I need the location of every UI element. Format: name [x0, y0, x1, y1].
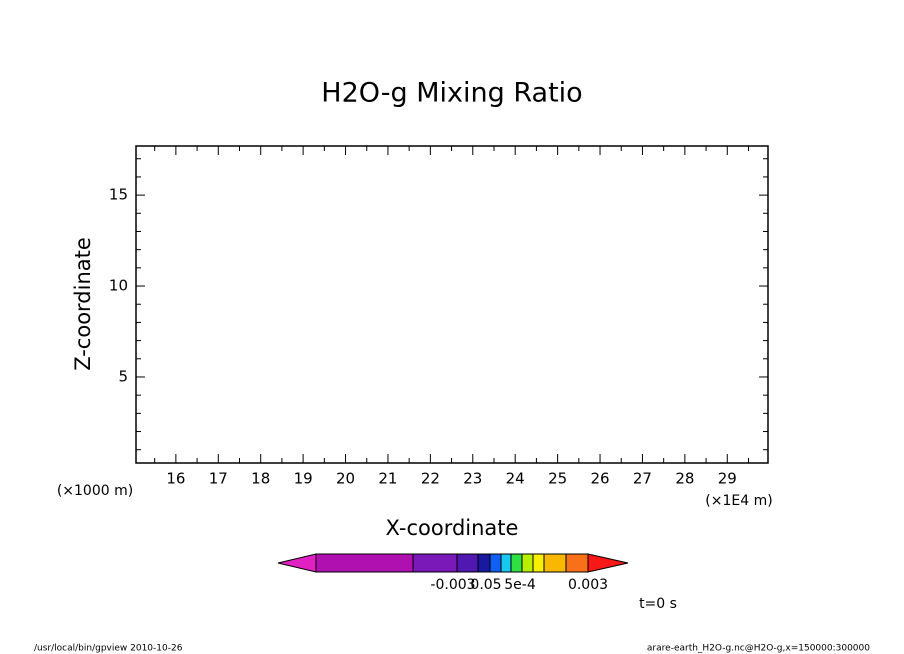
- x-tick-label: 26: [590, 470, 609, 488]
- x-tick-label: 17: [209, 470, 228, 488]
- y-tick-label: 15: [109, 186, 128, 204]
- colorbar-segment: [565, 553, 589, 573]
- y-tick-label: 5: [118, 367, 128, 385]
- x-tick-label: 28: [675, 470, 694, 488]
- colorbar-segment: [500, 553, 512, 573]
- colorbar-arrow: [587, 553, 629, 573]
- colorbar-segment: [543, 553, 567, 573]
- colorbar-label: 0.003: [568, 577, 608, 593]
- chart-title: H2O-g Mixing Ratio: [321, 78, 582, 109]
- x-unit: (×1E4 m): [705, 493, 772, 509]
- x-tick-label: 22: [421, 470, 440, 488]
- colorbar-segment: [412, 553, 458, 573]
- colorbar-segment: [456, 553, 479, 573]
- x-tick-label: 29: [718, 470, 737, 488]
- x-tick-label: 21: [378, 470, 397, 488]
- footer-left: /usr/local/bin/gpview 2010-10-26: [34, 644, 183, 654]
- x-tick-label: 23: [463, 470, 482, 488]
- x-tick-label: 27: [633, 470, 652, 488]
- annotation: t=0 s: [639, 596, 677, 612]
- colorbar-segment: [315, 553, 414, 573]
- footer-right: arare-earth_H2O-g.nc@H2O-g,x=150000:3000…: [647, 644, 870, 654]
- x-tick-label: 19: [294, 470, 313, 488]
- colorbar-segment: [489, 553, 502, 573]
- x-axis-label: X-coordinate: [386, 516, 519, 540]
- x-tick-label: 24: [506, 470, 525, 488]
- colorbar-segment: [532, 553, 545, 573]
- x-tick-label: 25: [548, 470, 567, 488]
- plot-frame: [135, 145, 769, 464]
- colorbar-label: 0.05: [470, 577, 501, 593]
- colorbar-segment: [521, 553, 534, 573]
- y-axis-label: Z-coordinate: [71, 237, 95, 371]
- colorbar-segment: [477, 553, 491, 573]
- colorbar-segment: [510, 553, 523, 573]
- y-tick-label: 10: [109, 277, 128, 295]
- x-tick-label: 20: [336, 470, 355, 488]
- x-tick-label: 18: [251, 470, 270, 488]
- y-unit: (×1000 m): [57, 483, 133, 499]
- colorbar-label: 5e-4: [504, 577, 536, 593]
- x-tick-label: 16: [166, 470, 185, 488]
- colorbar-arrow: [277, 553, 317, 573]
- colorbar-label: -0.003: [430, 577, 475, 593]
